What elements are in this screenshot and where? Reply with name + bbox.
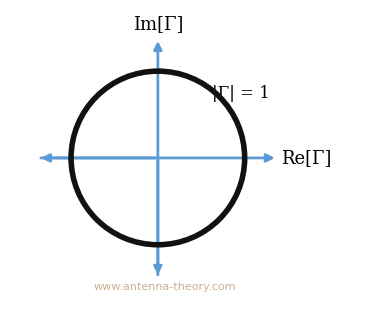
Text: www.antenna-theory.com: www.antenna-theory.com bbox=[94, 282, 236, 292]
Text: Im[Γ]: Im[Γ] bbox=[133, 15, 183, 33]
Text: Re[Γ]: Re[Γ] bbox=[281, 149, 332, 167]
Text: |Γ| = 1: |Γ| = 1 bbox=[212, 84, 270, 101]
